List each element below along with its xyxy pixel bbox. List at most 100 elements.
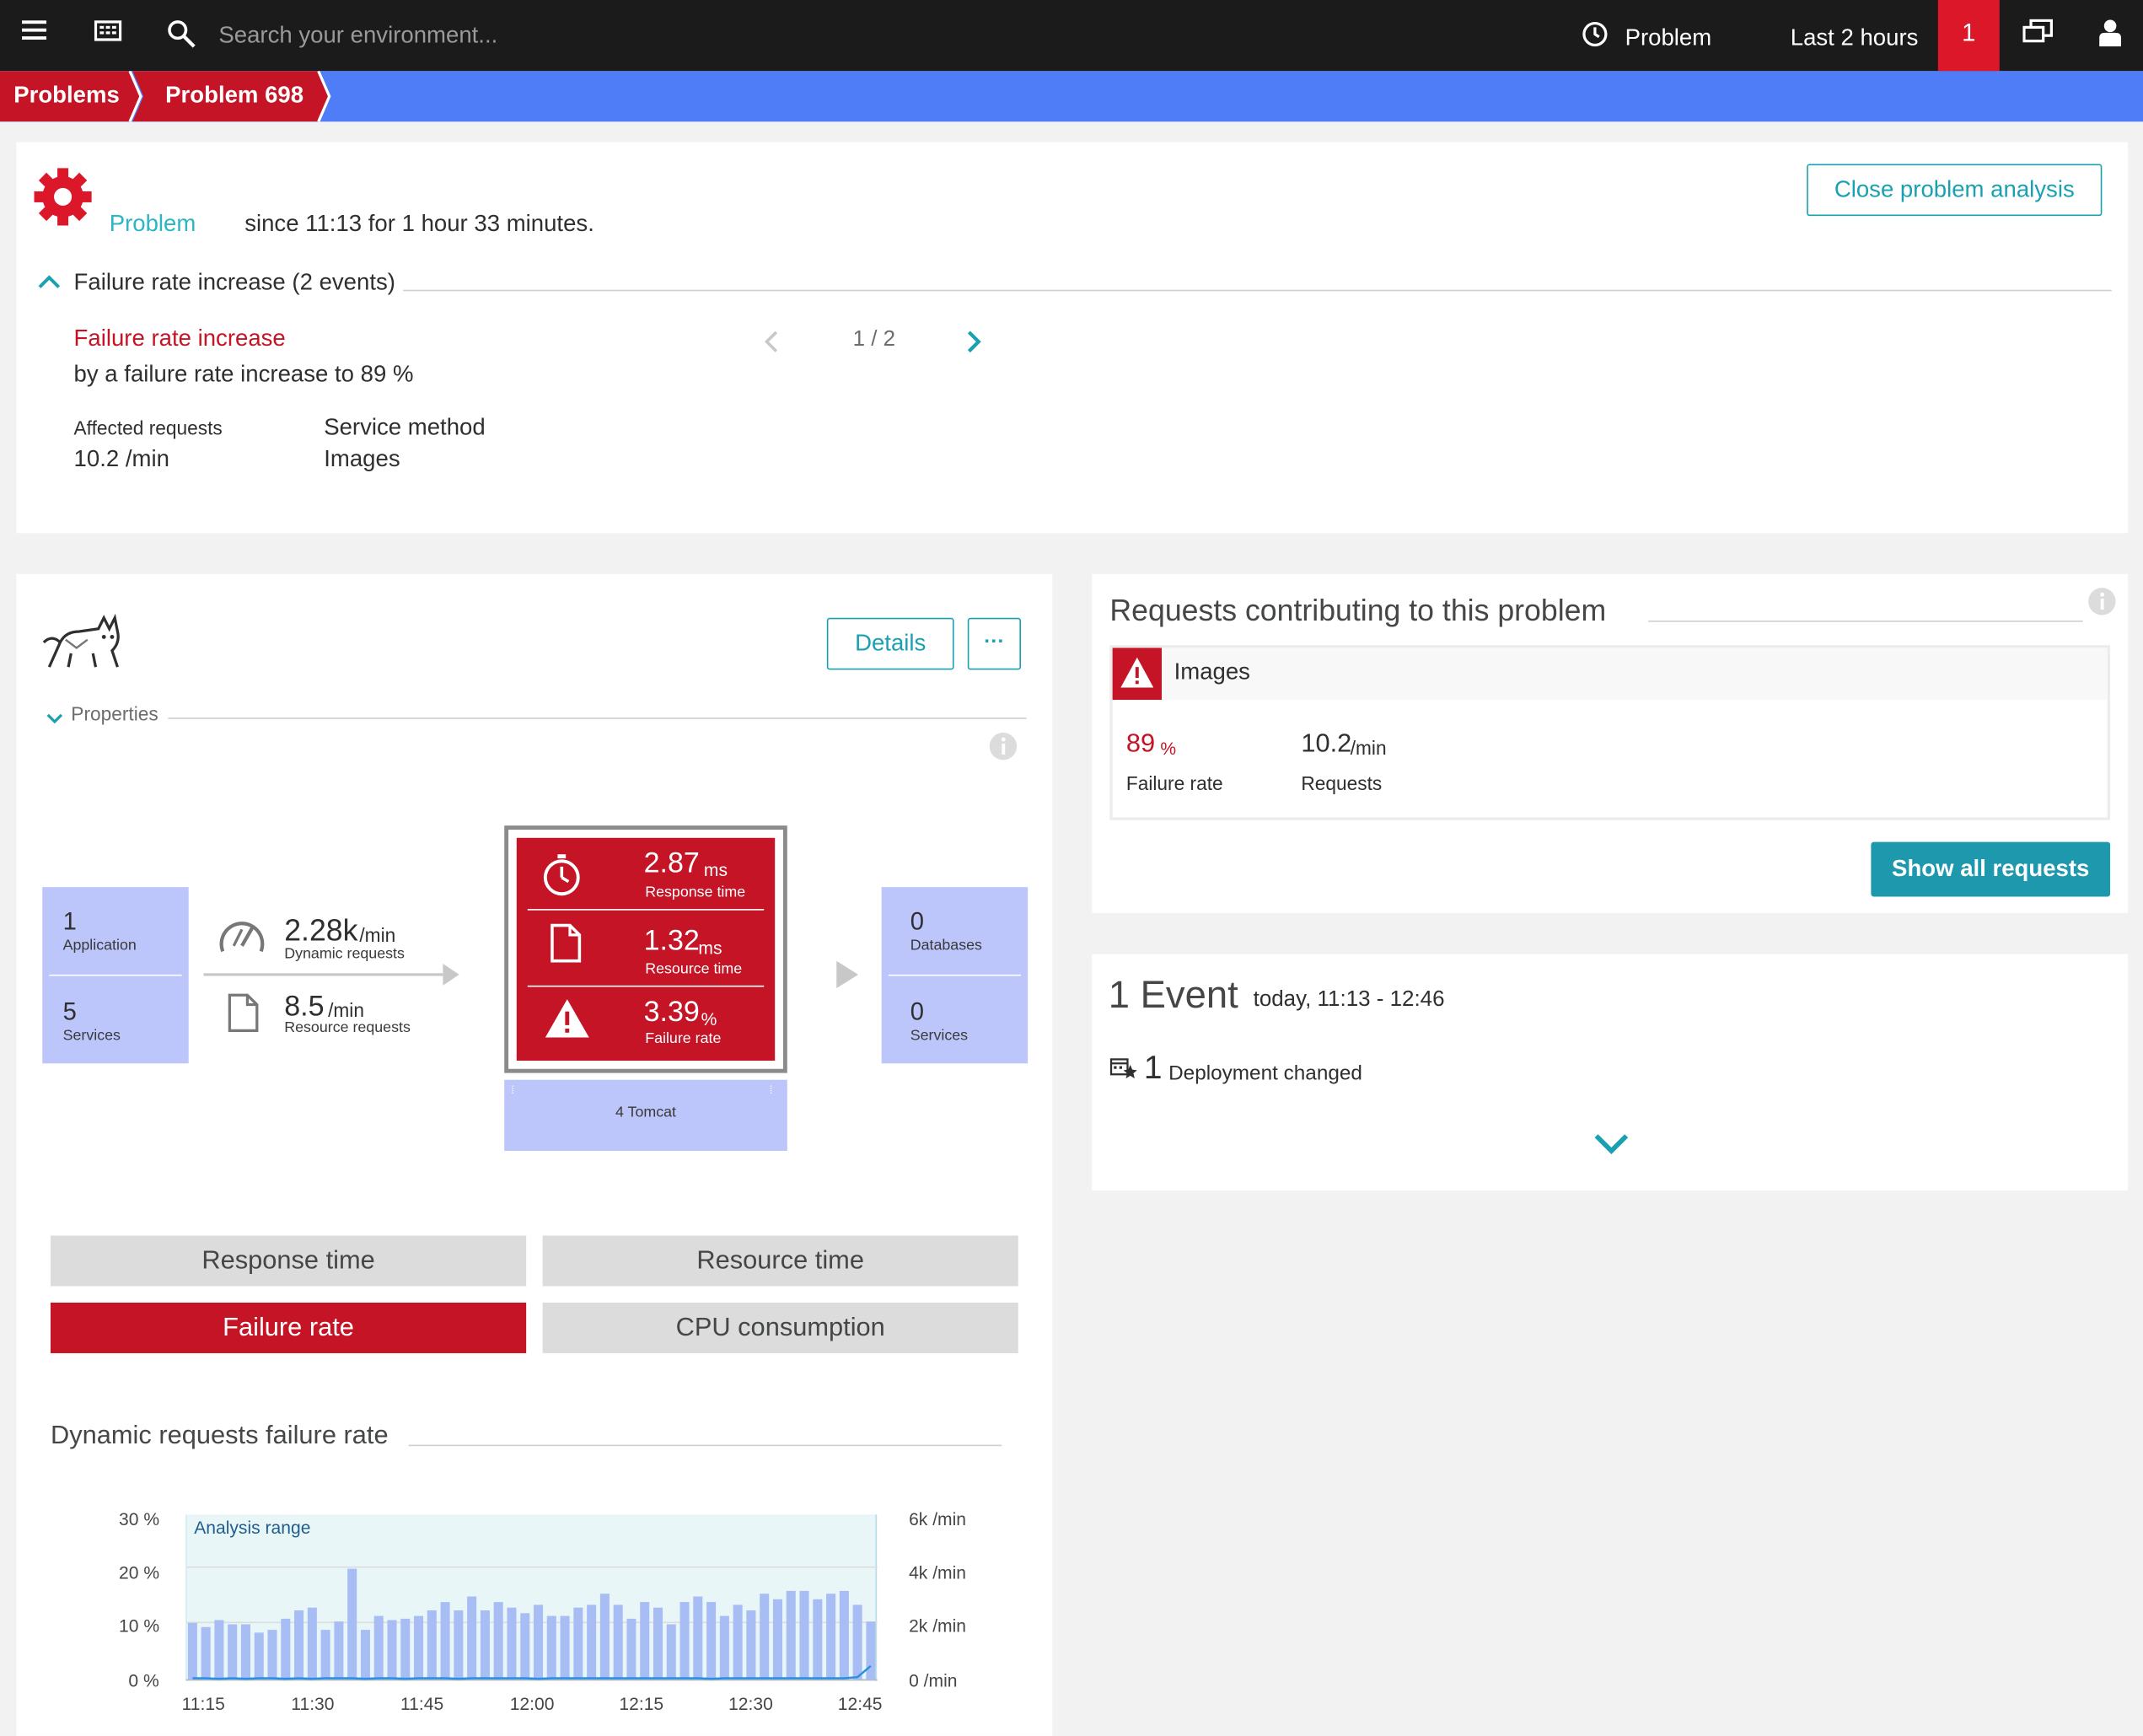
applications-count: 1 — [62, 907, 77, 935]
close-problem-analysis-button[interactable]: Close problem analysis — [1807, 164, 2103, 217]
flow-arrow-icon — [836, 960, 859, 989]
divider — [888, 974, 1022, 976]
divider — [403, 289, 2112, 292]
chevron-left-icon[interactable] — [763, 330, 779, 361]
request-bar — [467, 1596, 477, 1680]
events-title: 1 Event — [1108, 973, 1238, 1016]
request-item[interactable]: Images 89 % Failure rate 10.2 /min Reque… — [1109, 645, 2111, 820]
request-bar — [813, 1599, 823, 1680]
divider — [1648, 621, 2083, 622]
request-bar — [373, 1615, 384, 1680]
failure-rate-chart[interactable]: 30 % 20 % 10 % 0 % 6k /min 4k /min 2k /m… — [16, 1503, 1052, 1736]
callers-tile[interactable]: 1 Application 5 Services — [42, 887, 189, 1064]
request-bar — [839, 1590, 849, 1680]
instances-label: 4 Tomcat — [615, 1104, 677, 1121]
search-icon[interactable] — [167, 19, 197, 56]
y-right-tick: 2k /min — [909, 1615, 967, 1637]
events-range: today, 11:13 - 12:46 — [1253, 988, 1445, 1012]
request-bar — [294, 1610, 304, 1680]
speedometer-icon — [218, 913, 266, 966]
request-bar — [587, 1604, 597, 1680]
request-bar — [653, 1607, 663, 1680]
problem-count-badge[interactable]: 1 — [1937, 0, 2000, 72]
service-method-label: Service method — [324, 414, 486, 441]
failure-rate-unit: % — [701, 1008, 717, 1029]
chevron-right-icon[interactable] — [966, 330, 982, 361]
event-item-count: 1 — [1143, 1050, 1163, 1087]
y-right-tick: 0 /min — [909, 1670, 958, 1691]
tomcat-logo-icon — [41, 612, 126, 679]
callees-tile[interactable]: 0 Databases 0 Services — [881, 887, 1029, 1064]
event-pager: 1 / 2 — [852, 328, 896, 352]
event-section-title[interactable]: Failure rate increase (2 events) — [73, 269, 395, 296]
request-bar — [640, 1602, 650, 1680]
user-icon[interactable] — [2099, 19, 2122, 54]
request-bar — [733, 1604, 743, 1680]
request-bar — [799, 1590, 809, 1680]
applications-label: Application — [62, 938, 137, 954]
failure-rate-line — [192, 1664, 872, 1680]
info-icon[interactable] — [2088, 588, 2116, 622]
chevron-down-icon[interactable] — [45, 708, 64, 733]
properties-toggle[interactable]: Properties — [71, 702, 158, 725]
service-metrics-box[interactable]: 2.87 ms Response time 1.32 ms Resource t… — [504, 825, 787, 1073]
document-icon — [550, 922, 583, 970]
more-options-button[interactable]: ··· — [967, 617, 1022, 670]
request-bar — [546, 1615, 556, 1680]
timeframe-selector[interactable]: Last 2 hours — [1790, 24, 1919, 51]
request-name[interactable]: Images — [1174, 658, 1250, 685]
request-bar — [520, 1613, 530, 1680]
tab-resource-time[interactable]: Resource time — [542, 1235, 1018, 1287]
windows-icon[interactable] — [2022, 19, 2054, 54]
failure-rate-label: Failure rate — [645, 1030, 722, 1047]
tab-cpu-consumption[interactable]: CPU consumption — [542, 1302, 1018, 1353]
flow-arrow-icon — [443, 963, 459, 986]
request-bar — [254, 1632, 264, 1680]
event-title[interactable]: Failure rate increase — [73, 325, 286, 352]
tab-failure-rate[interactable]: Failure rate — [50, 1302, 527, 1353]
chevron-up-icon[interactable] — [37, 272, 62, 297]
x-tick: 11:30 — [291, 1693, 335, 1714]
problem-gear-icon — [33, 167, 93, 234]
event-item-label[interactable]: Deployment changed — [1168, 1061, 1362, 1086]
services-count: 5 — [62, 997, 77, 1025]
request-bar — [347, 1568, 357, 1680]
request-bar — [560, 1615, 570, 1680]
breadcrumb-item-problems[interactable]: Problems — [13, 82, 120, 109]
process-instances-tile[interactable]: 4 Tomcat ⁞ ⁞ — [504, 1079, 787, 1152]
service-method-value[interactable]: Images — [324, 445, 400, 472]
breadcrumb-item-problem-698[interactable]: Problem 698 — [165, 82, 304, 109]
failure-rate-value: 3.39 — [643, 996, 700, 1029]
y-left-tick: 0 % — [128, 1670, 159, 1691]
dynamic-requests-value: 2.28k — [284, 912, 358, 948]
request-bar — [281, 1618, 291, 1680]
request-bar — [760, 1594, 770, 1680]
details-button[interactable]: Details — [826, 617, 954, 670]
request-bar — [772, 1599, 782, 1680]
request-bar — [201, 1626, 211, 1680]
dashboard-icon[interactable] — [94, 19, 122, 51]
info-icon[interactable] — [989, 732, 1018, 767]
clock-icon — [1582, 20, 1609, 55]
request-bar — [866, 1621, 876, 1680]
y-left-tick: 30 % — [119, 1508, 160, 1530]
request-failure-unit: % — [1160, 738, 1177, 759]
tab-response-time[interactable]: Response time — [50, 1235, 527, 1287]
expand-chevron-down-icon[interactable] — [1592, 1131, 1630, 1163]
response-time-unit: ms — [703, 859, 728, 881]
dynamic-requests-unit: /min — [359, 923, 396, 946]
document-icon — [227, 992, 260, 1040]
divider — [168, 718, 1027, 719]
affected-requests-value: 10.2 /min — [73, 445, 169, 472]
x-tick: 12:15 — [619, 1693, 664, 1714]
menu-icon[interactable] — [21, 19, 47, 48]
request-bar — [666, 1624, 676, 1680]
request-bar — [267, 1630, 277, 1680]
stopwatch-icon — [541, 853, 583, 904]
problem-filter-label[interactable]: Problem — [1625, 24, 1712, 51]
show-all-requests-button[interactable]: Show all requests — [1871, 841, 2111, 897]
search-input[interactable]: Search your environment... — [218, 21, 498, 48]
request-rate-unit: /min — [1350, 736, 1387, 759]
chart-plot — [185, 1514, 878, 1682]
response-time-value: 2.87 — [643, 847, 700, 879]
